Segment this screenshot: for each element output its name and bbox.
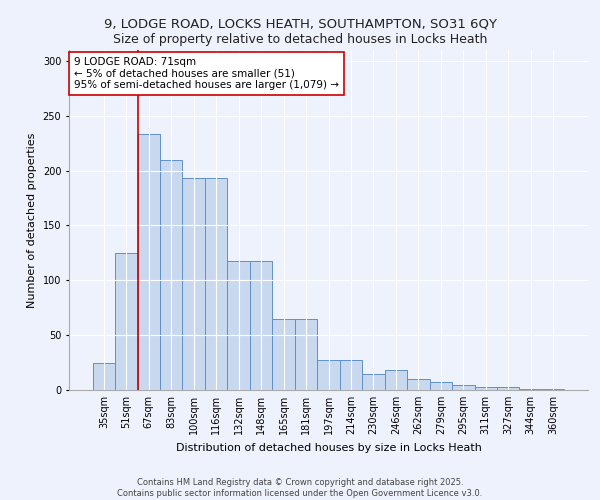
Bar	[385, 370, 407, 390]
Text: 9 LODGE ROAD: 71sqm
← 5% of detached houses are smaller (51)
95% of semi-detache: 9 LODGE ROAD: 71sqm ← 5% of detached hou…	[74, 57, 339, 90]
Bar	[520, 389, 542, 390]
Bar	[137, 134, 160, 390]
Bar	[205, 178, 227, 390]
Bar	[542, 389, 565, 390]
Bar	[475, 386, 497, 390]
X-axis label: Distribution of detached houses by size in Locks Heath: Distribution of detached houses by size …	[176, 442, 481, 452]
Bar	[227, 260, 250, 390]
Bar	[407, 379, 430, 390]
Text: Contains HM Land Registry data © Crown copyright and database right 2025.
Contai: Contains HM Land Registry data © Crown c…	[118, 478, 482, 498]
Bar	[115, 253, 137, 390]
Text: 9, LODGE ROAD, LOCKS HEATH, SOUTHAMPTON, SO31 6QY: 9, LODGE ROAD, LOCKS HEATH, SOUTHAMPTON,…	[104, 18, 497, 30]
Bar	[295, 318, 317, 390]
Bar	[92, 362, 115, 390]
Bar	[452, 384, 475, 390]
Text: Size of property relative to detached houses in Locks Heath: Size of property relative to detached ho…	[113, 32, 487, 46]
Bar	[430, 382, 452, 390]
Bar	[160, 160, 182, 390]
Bar	[272, 318, 295, 390]
Bar	[497, 386, 520, 390]
Bar	[362, 374, 385, 390]
Y-axis label: Number of detached properties: Number of detached properties	[27, 132, 37, 308]
Bar	[250, 260, 272, 390]
Bar	[340, 360, 362, 390]
Bar	[182, 178, 205, 390]
Bar	[317, 360, 340, 390]
